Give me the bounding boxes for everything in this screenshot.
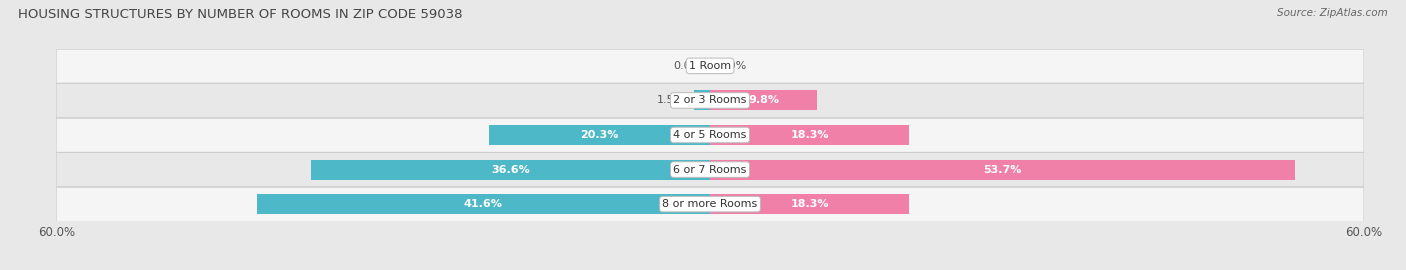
Text: 6 or 7 Rooms: 6 or 7 Rooms xyxy=(673,164,747,175)
FancyBboxPatch shape xyxy=(56,187,1364,221)
FancyBboxPatch shape xyxy=(56,83,1364,118)
Text: Source: ZipAtlas.com: Source: ZipAtlas.com xyxy=(1277,8,1388,18)
Text: 18.3%: 18.3% xyxy=(790,199,830,209)
Text: 41.6%: 41.6% xyxy=(464,199,503,209)
FancyBboxPatch shape xyxy=(56,152,1364,187)
Text: 8 or more Rooms: 8 or more Rooms xyxy=(662,199,758,209)
Text: HOUSING STRUCTURES BY NUMBER OF ROOMS IN ZIP CODE 59038: HOUSING STRUCTURES BY NUMBER OF ROOMS IN… xyxy=(18,8,463,21)
FancyBboxPatch shape xyxy=(56,118,1364,152)
Text: 53.7%: 53.7% xyxy=(983,164,1022,175)
Text: 36.6%: 36.6% xyxy=(491,164,530,175)
Text: 18.3%: 18.3% xyxy=(790,130,830,140)
Text: 2 or 3 Rooms: 2 or 3 Rooms xyxy=(673,95,747,106)
Bar xyxy=(693,90,710,110)
Text: 0.0%: 0.0% xyxy=(673,61,702,71)
Bar xyxy=(489,125,710,145)
Text: 0.0%: 0.0% xyxy=(718,61,747,71)
Bar xyxy=(710,125,910,145)
Bar xyxy=(257,194,710,214)
Text: 1 Room: 1 Room xyxy=(689,61,731,71)
Bar xyxy=(710,90,817,110)
Text: 9.8%: 9.8% xyxy=(748,95,779,106)
Text: 20.3%: 20.3% xyxy=(581,130,619,140)
FancyBboxPatch shape xyxy=(56,49,1364,83)
Bar xyxy=(311,160,710,180)
Text: 1.5%: 1.5% xyxy=(657,95,685,106)
Text: 4 or 5 Rooms: 4 or 5 Rooms xyxy=(673,130,747,140)
Bar xyxy=(710,160,1295,180)
Bar xyxy=(710,194,910,214)
